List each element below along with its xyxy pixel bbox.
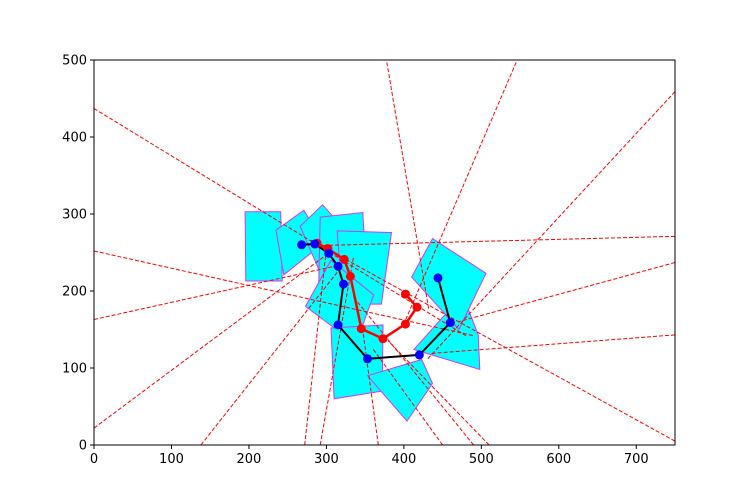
ray-line-7 [426, 91, 675, 360]
ray-line-14 [319, 257, 355, 445]
blue-point-8 [414, 350, 424, 360]
blue-point-7 [362, 354, 372, 364]
ray-line-11 [310, 239, 675, 442]
ray-line-4 [94, 254, 327, 429]
x-tick-label: 100 [159, 452, 184, 467]
x-tick-label: 500 [469, 452, 494, 467]
square-1 [244, 211, 283, 282]
red-point-6 [378, 334, 388, 344]
y-tick-label: 200 [62, 285, 87, 300]
x-tick-label: 600 [546, 452, 571, 467]
ray-line-18 [388, 340, 490, 445]
blue-point-10 [433, 273, 443, 283]
ray-line-17 [353, 296, 474, 445]
ray-line-10 [431, 334, 675, 354]
red-point-3 [339, 254, 349, 264]
blue-point-2 [310, 239, 320, 249]
ray-line-9 [457, 262, 675, 323]
blue-point-3 [324, 248, 334, 258]
ray-line-3 [94, 265, 335, 320]
plot-frame [93, 59, 676, 446]
ray-line-16 [372, 348, 444, 445]
x-tick-label: 300 [314, 452, 339, 467]
red-point-8 [412, 302, 422, 312]
x-tick-label: 200 [237, 452, 262, 467]
x-tick-label: 700 [624, 452, 649, 467]
blue-point-5 [338, 279, 348, 289]
blue-point-9 [445, 318, 455, 328]
x-tick-label: 400 [391, 452, 416, 467]
red-point-4 [345, 271, 355, 281]
ray-line-13 [304, 241, 328, 445]
y-tick-label: 100 [62, 362, 87, 377]
plot-area [94, 62, 675, 445]
red-point-9 [400, 289, 410, 299]
ray-line-8 [318, 235, 675, 247]
ray-line-12 [200, 266, 343, 445]
blue-point-1 [297, 240, 307, 250]
axes: 0 100 200 300 400 500 600 700 0 100 200 300 400 500 [62, 54, 649, 468]
ray-line-2 [94, 250, 474, 337]
y-tick-label: 400 [62, 131, 87, 146]
y-tick-label: 500 [62, 54, 87, 69]
red-point-7 [400, 319, 410, 329]
black-chain-line [301, 242, 452, 360]
ray-line-15 [362, 330, 379, 445]
y-tick-label: 300 [62, 208, 87, 223]
x-tick-label: 0 [90, 452, 98, 467]
y-tick-label: 0 [79, 439, 87, 454]
blue-point-6 [333, 320, 343, 330]
blue-point-4 [333, 261, 343, 271]
ray-line-6 [404, 62, 517, 321]
red-point-5 [356, 324, 366, 334]
